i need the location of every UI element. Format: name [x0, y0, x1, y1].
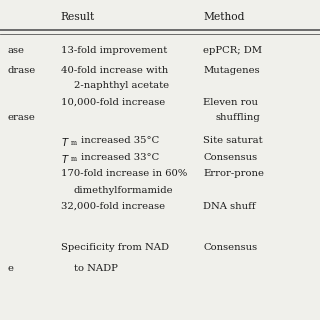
Text: $\mathit{T}$: $\mathit{T}$ [61, 153, 69, 164]
Text: Consensus: Consensus [203, 243, 257, 252]
Text: Site saturat: Site saturat [203, 136, 263, 145]
Text: DNA shuff: DNA shuff [203, 202, 256, 211]
Text: increased 33°C: increased 33°C [81, 153, 159, 162]
Text: Method: Method [203, 12, 245, 22]
Text: Specificity from NAD: Specificity from NAD [61, 243, 169, 252]
Text: ase: ase [8, 46, 25, 55]
Text: increased 35°C: increased 35°C [81, 136, 159, 145]
Text: 170-fold increase in 60%: 170-fold increase in 60% [61, 169, 187, 178]
Text: e: e [8, 264, 14, 273]
Text: shuffling: shuffling [216, 113, 261, 122]
Text: 13-fold improvement: 13-fold improvement [61, 46, 167, 55]
Text: m: m [70, 139, 76, 147]
Text: dimethylformamide: dimethylformamide [74, 186, 173, 195]
Text: to NADP: to NADP [74, 264, 117, 273]
Text: erase: erase [8, 113, 36, 122]
Text: 2-naphthyl acetate: 2-naphthyl acetate [74, 81, 169, 90]
Text: epPCR; DM: epPCR; DM [203, 46, 262, 55]
Text: Eleven rou: Eleven rou [203, 98, 258, 107]
Text: Consensus: Consensus [203, 153, 257, 162]
Text: drase: drase [8, 66, 36, 75]
Text: 10,000-fold increase: 10,000-fold increase [61, 98, 165, 107]
Text: Mutagenes: Mutagenes [203, 66, 260, 75]
Text: $\mathit{T}$: $\mathit{T}$ [61, 136, 69, 148]
Text: 40-fold increase with: 40-fold increase with [61, 66, 168, 75]
Text: Result: Result [61, 12, 95, 22]
Text: 32,000-fold increase: 32,000-fold increase [61, 202, 165, 211]
Text: Error-prone: Error-prone [203, 169, 264, 178]
Text: m: m [70, 155, 76, 163]
